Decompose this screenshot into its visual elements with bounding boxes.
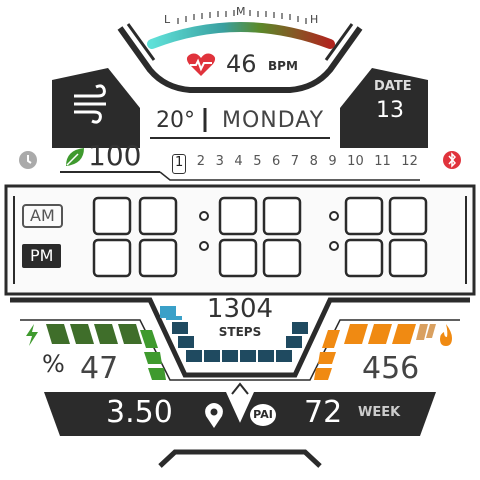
heart-icon [186,53,216,76]
month-item: 3 [215,154,224,169]
pm-indicator: PM [22,244,62,268]
am-indicator: AM [22,204,63,228]
month-item: 10 [347,154,364,169]
month-item: 6 [271,154,281,169]
pai-period: WEEK [358,405,401,420]
month-item: 12 [401,154,418,169]
month-item: 1 [172,154,187,174]
steps-label: STEPS [218,325,262,339]
month-item: 8 [309,154,318,169]
steps-value[interactable]: 1304 [206,294,274,324]
leaf-icon [66,148,84,166]
pai-value[interactable]: 72 [304,395,343,430]
location-pin-icon [205,403,223,428]
wind-icon[interactable] [70,84,116,124]
month-item: 4 [234,154,243,169]
month-item: 7 [290,154,300,169]
right-stat-value[interactable]: 456 [362,351,420,386]
lightning-icon [26,324,38,346]
heart-range-low: L [164,13,171,26]
heart-range-mid: M [236,5,246,18]
heart-rate-value: 46 [226,50,257,78]
distance-value[interactable]: 3.50 [106,395,173,430]
date-day[interactable]: 13 [376,98,404,123]
left-stat-value[interactable]: 47 [80,351,119,386]
heart-range-high: H [310,13,319,26]
month-item: 5 [253,154,262,169]
month-item: 9 [328,154,337,169]
month-row: 1 2 3 4 5 6 7 8 9 10 11 12 [172,154,418,174]
battery-value[interactable]: 100 [88,139,142,172]
weekday: MONDAY [222,108,325,133]
month-item: 11 [374,154,391,169]
flame-icon [440,324,452,346]
pai-label: PAI [250,404,276,426]
date-label: DATE [374,79,412,94]
month-item: 2 [196,154,206,169]
bluetooth-icon[interactable] [442,150,462,170]
alarm-icon[interactable] [18,150,38,170]
temperature[interactable]: 20° [156,108,195,133]
left-stat-unit: % [42,350,65,378]
heart-rate-unit: BPM [268,59,298,73]
